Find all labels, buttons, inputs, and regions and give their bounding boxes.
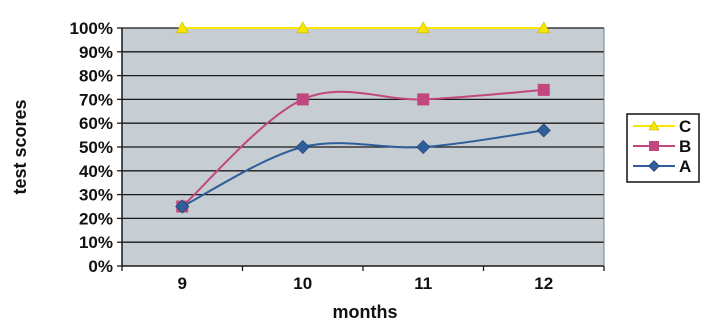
data-point-square: [649, 141, 659, 151]
series-A: [175, 123, 551, 214]
legend-label: B: [679, 137, 691, 156]
data-point-diamond: [536, 123, 551, 138]
y-tick-label: 60%: [79, 114, 113, 133]
legend-label: C: [679, 117, 691, 136]
series-C: [175, 21, 551, 34]
data-point-triangle: [175, 21, 189, 34]
data-point-triangle: [296, 21, 310, 34]
x-tick-labels: 9 10 11 12: [121, 266, 605, 293]
legend-item-A: A: [633, 157, 691, 176]
data-point-diamond: [648, 160, 660, 172]
data-point-square: [537, 83, 550, 96]
legend: CBA: [626, 113, 700, 183]
x-axis-label: months: [333, 302, 398, 322]
data-point-square: [417, 93, 430, 106]
x-tick-label: 9: [178, 274, 187, 293]
y-tick-label: 30%: [79, 186, 113, 205]
x-tick-label: 11: [414, 274, 432, 293]
legend-item-B: B: [633, 137, 691, 156]
data-point-triangle: [537, 21, 551, 34]
y-tick-label: 10%: [79, 233, 113, 252]
y-tick-label: 100%: [70, 19, 113, 38]
y-tick-label: 20%: [79, 209, 113, 228]
y-tick-label: 40%: [79, 162, 113, 181]
data-point-diamond: [175, 199, 190, 214]
series-line: [181, 88, 544, 208]
y-tick-label: 0%: [88, 257, 113, 276]
x-tick-label: 10: [293, 274, 312, 293]
data-point-triangle: [648, 120, 660, 131]
y-axis-label: test scores: [10, 99, 30, 194]
x-tick-label: 12: [534, 274, 553, 293]
y-tick-label: 90%: [79, 43, 113, 62]
y-tick-labels: 0% 10% 20% 30% 40% 50% 60% 70% 80% 90% 100%: [70, 19, 113, 276]
data-point-triangle: [416, 21, 430, 34]
legend-item-C: C: [633, 117, 691, 136]
data-point-diamond: [416, 139, 431, 155]
series-line: [181, 129, 544, 208]
y-tick-label: 80%: [79, 67, 113, 86]
y-tick-label: 50%: [79, 138, 113, 157]
data-point-diamond: [295, 139, 310, 155]
series-B: [176, 83, 550, 213]
legend-label: A: [679, 157, 691, 176]
data-point-square: [296, 93, 309, 106]
y-tick-label: 70%: [79, 90, 113, 109]
series-layer: [175, 21, 551, 214]
